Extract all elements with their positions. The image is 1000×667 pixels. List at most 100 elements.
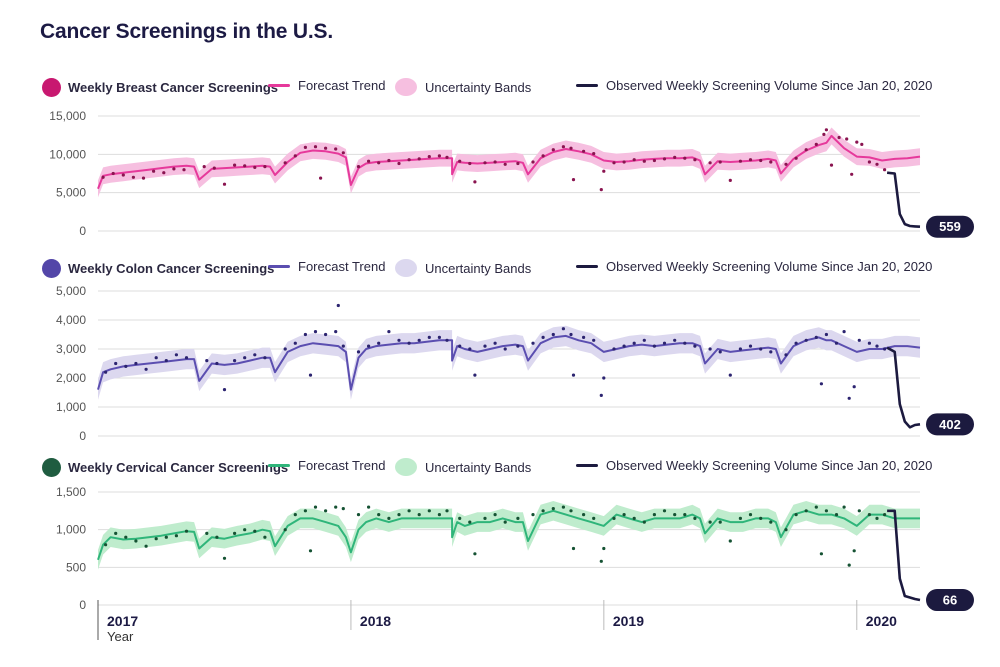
colon-data-point (336, 303, 340, 308)
cervical-forecast-trend-line (97, 509, 920, 561)
cervical-data-point (503, 520, 507, 524)
colon-data-point (794, 341, 798, 345)
breast-data-point (571, 178, 576, 182)
cervical-data-point (652, 513, 657, 517)
cervical-data-point (367, 505, 371, 509)
breast-data-point (367, 159, 371, 163)
cervical-data-point (875, 516, 879, 521)
colon-data-point (184, 356, 189, 360)
colon-data-point (124, 364, 128, 368)
breast-data-point (824, 128, 829, 132)
breast-ytick-label: 10,000 (49, 147, 86, 161)
cervical-data-point (708, 520, 712, 524)
colon-data-point (144, 367, 148, 371)
breast-data-point (683, 156, 687, 160)
colon-observed-line (886, 346, 921, 429)
breast-data-point (561, 145, 566, 149)
colon-data-point (205, 359, 209, 363)
colon-marker-icon (42, 259, 61, 278)
breast-data-point (860, 142, 864, 146)
cervical-data-point (718, 520, 722, 524)
breast-data-point (569, 146, 573, 150)
cervical-data-point (124, 535, 128, 539)
breast-data-point (541, 154, 545, 158)
colon-data-point (819, 382, 824, 386)
colon-data-point (683, 341, 687, 345)
breast-data-point (131, 175, 135, 179)
breast-data-point (101, 175, 105, 179)
cervical-data-point (612, 516, 616, 521)
cervical-data-point (334, 505, 338, 509)
cervical-data-point (243, 528, 247, 532)
legend-breast-main: Weekly Breast Cancer Screenings (68, 80, 279, 95)
cervical-data-point (693, 516, 697, 521)
colon-data-point (341, 344, 345, 348)
breast-data-point (822, 132, 826, 136)
breast-data-point (263, 165, 267, 169)
breast-data-point (324, 146, 328, 150)
cervical-data-point (857, 509, 861, 513)
breast-data-point (141, 176, 146, 180)
breast-marker-icon (42, 78, 61, 97)
colon-data-point (468, 347, 472, 351)
legend-colon-trend: Forecast Trend (298, 259, 386, 274)
colon-data-point (718, 350, 722, 354)
colon-data-point (642, 338, 646, 342)
cervical-data-point (784, 528, 788, 532)
cervical-data-point (407, 509, 411, 513)
band-icon (395, 458, 417, 476)
colon-data-point (652, 344, 657, 348)
colon-data-point (541, 335, 545, 339)
colon-data-point (233, 359, 237, 363)
breast-end-value-label: 559 (939, 219, 961, 234)
breast-data-point (867, 160, 872, 164)
cervical-data-point (493, 513, 497, 517)
breast-data-point (662, 157, 667, 161)
band-icon (395, 78, 417, 96)
cervical-data-point (804, 509, 808, 513)
breast-data-point (503, 162, 507, 166)
breast-observed-line (886, 171, 921, 228)
legend-colon-main: Weekly Colon Cancer Screenings (68, 261, 275, 276)
breast-data-point (243, 164, 247, 168)
breast-data-point (445, 155, 449, 159)
legend-colon-observed: Observed Weekly Screening Volume Since J… (606, 259, 933, 274)
breast-data-point (855, 140, 859, 144)
page-title: Cancer Screenings in the U.S. (40, 20, 333, 43)
colon-data-point (852, 385, 856, 389)
cervical-data-point (632, 516, 636, 521)
cervical-data-point (867, 513, 872, 517)
breast-data-point (493, 160, 497, 164)
x-axis-label: Year (107, 629, 134, 644)
colon-data-point (842, 330, 846, 334)
breast-data-point (516, 161, 520, 166)
colon-data-point (387, 330, 391, 334)
colon-data-point (875, 344, 879, 348)
breast-data-point (738, 159, 743, 163)
cervical-data-point (356, 513, 361, 517)
colon-data-point (632, 341, 636, 345)
breast-data-point (673, 155, 677, 159)
trend-line-icon (268, 464, 290, 467)
cervical-data-point (662, 509, 667, 513)
colon-data-point (303, 332, 307, 337)
colon-data-point (483, 344, 487, 348)
band-icon (395, 259, 417, 277)
x-tick-label: 2019 (613, 613, 644, 629)
breast-data-point (850, 172, 854, 176)
cervical-data-point (164, 535, 168, 539)
breast-ytick-label: 15,000 (49, 109, 86, 123)
cervical-data-point (531, 513, 535, 517)
cervical-observed-line (887, 509, 921, 602)
breast-data-point (718, 160, 722, 164)
colon-data-point (293, 341, 297, 345)
cervical-uncertainty-band (98, 501, 920, 570)
cervical-data-point (852, 549, 856, 553)
cervical-data-point (541, 509, 545, 513)
cervical-data-point (253, 529, 257, 533)
cervical-data-point (571, 546, 576, 551)
cervical-data-point (599, 559, 603, 563)
colon-data-point (174, 353, 178, 357)
colon-data-point (769, 350, 773, 354)
